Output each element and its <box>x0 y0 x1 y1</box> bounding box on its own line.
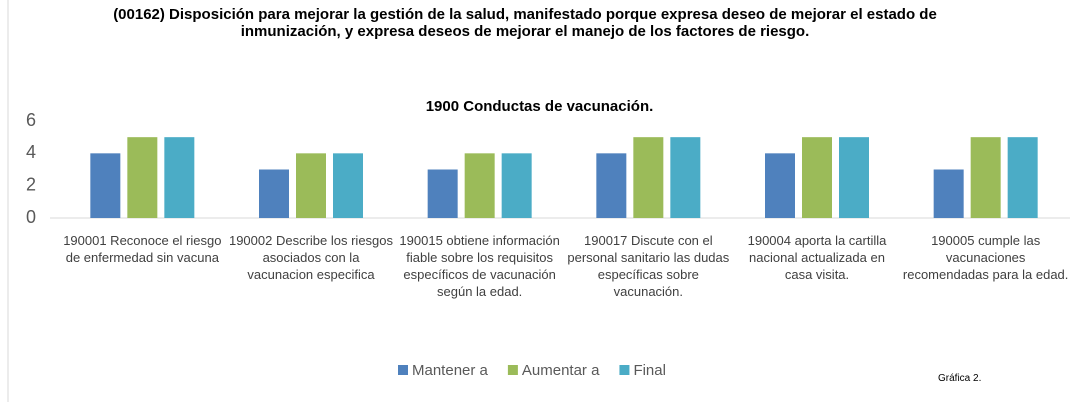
y-tick-label: 4 <box>26 142 36 162</box>
bar <box>633 137 664 218</box>
bar <box>464 153 495 218</box>
legend-label: Final <box>633 362 666 379</box>
bar <box>127 137 158 218</box>
bar <box>670 137 701 218</box>
x-tick-label: 190001 Reconoce el riesgo de enfermedad … <box>63 233 222 265</box>
bar <box>970 137 1001 218</box>
bar <box>933 169 964 218</box>
legend-swatch <box>507 365 518 375</box>
bar <box>164 137 195 218</box>
x-tick-label: 190002 Describe los riesgos asociados co… <box>228 233 394 282</box>
x-tick-label: 190004 aporta la cartilla nacional actua… <box>747 233 887 282</box>
legend-label: Mantener a <box>412 362 489 379</box>
legend-label: Aumentar a <box>522 362 600 379</box>
bar <box>596 153 627 218</box>
bar <box>259 169 289 218</box>
x-tick-label: 190005 cumple las vacunaciones recomenda… <box>902 233 1069 282</box>
y-tick-label: 6 <box>26 110 36 130</box>
bar <box>427 169 458 218</box>
y-tick-label: 2 <box>26 174 36 194</box>
legend-swatch <box>619 365 630 375</box>
bar <box>90 153 121 218</box>
bar <box>296 153 326 218</box>
bar <box>839 137 869 218</box>
bar <box>1007 137 1038 218</box>
y-tick-label: 0 <box>26 207 36 227</box>
annotation: Gráfica 2. <box>938 373 982 384</box>
bar <box>333 153 363 218</box>
legend-swatch <box>398 365 408 375</box>
bar <box>802 137 832 218</box>
bar <box>765 153 795 218</box>
bar <box>501 153 532 218</box>
x-tick-label: 190017 Discute con el personal sanitario… <box>567 233 730 299</box>
chart-title: (00162) Disposición para mejorar la gest… <box>113 6 937 40</box>
x-tick-label: 190015 obtiene información fiable sobre … <box>399 233 560 299</box>
chart-subtitle: 1900 Conductas de vacunación. <box>425 98 654 115</box>
